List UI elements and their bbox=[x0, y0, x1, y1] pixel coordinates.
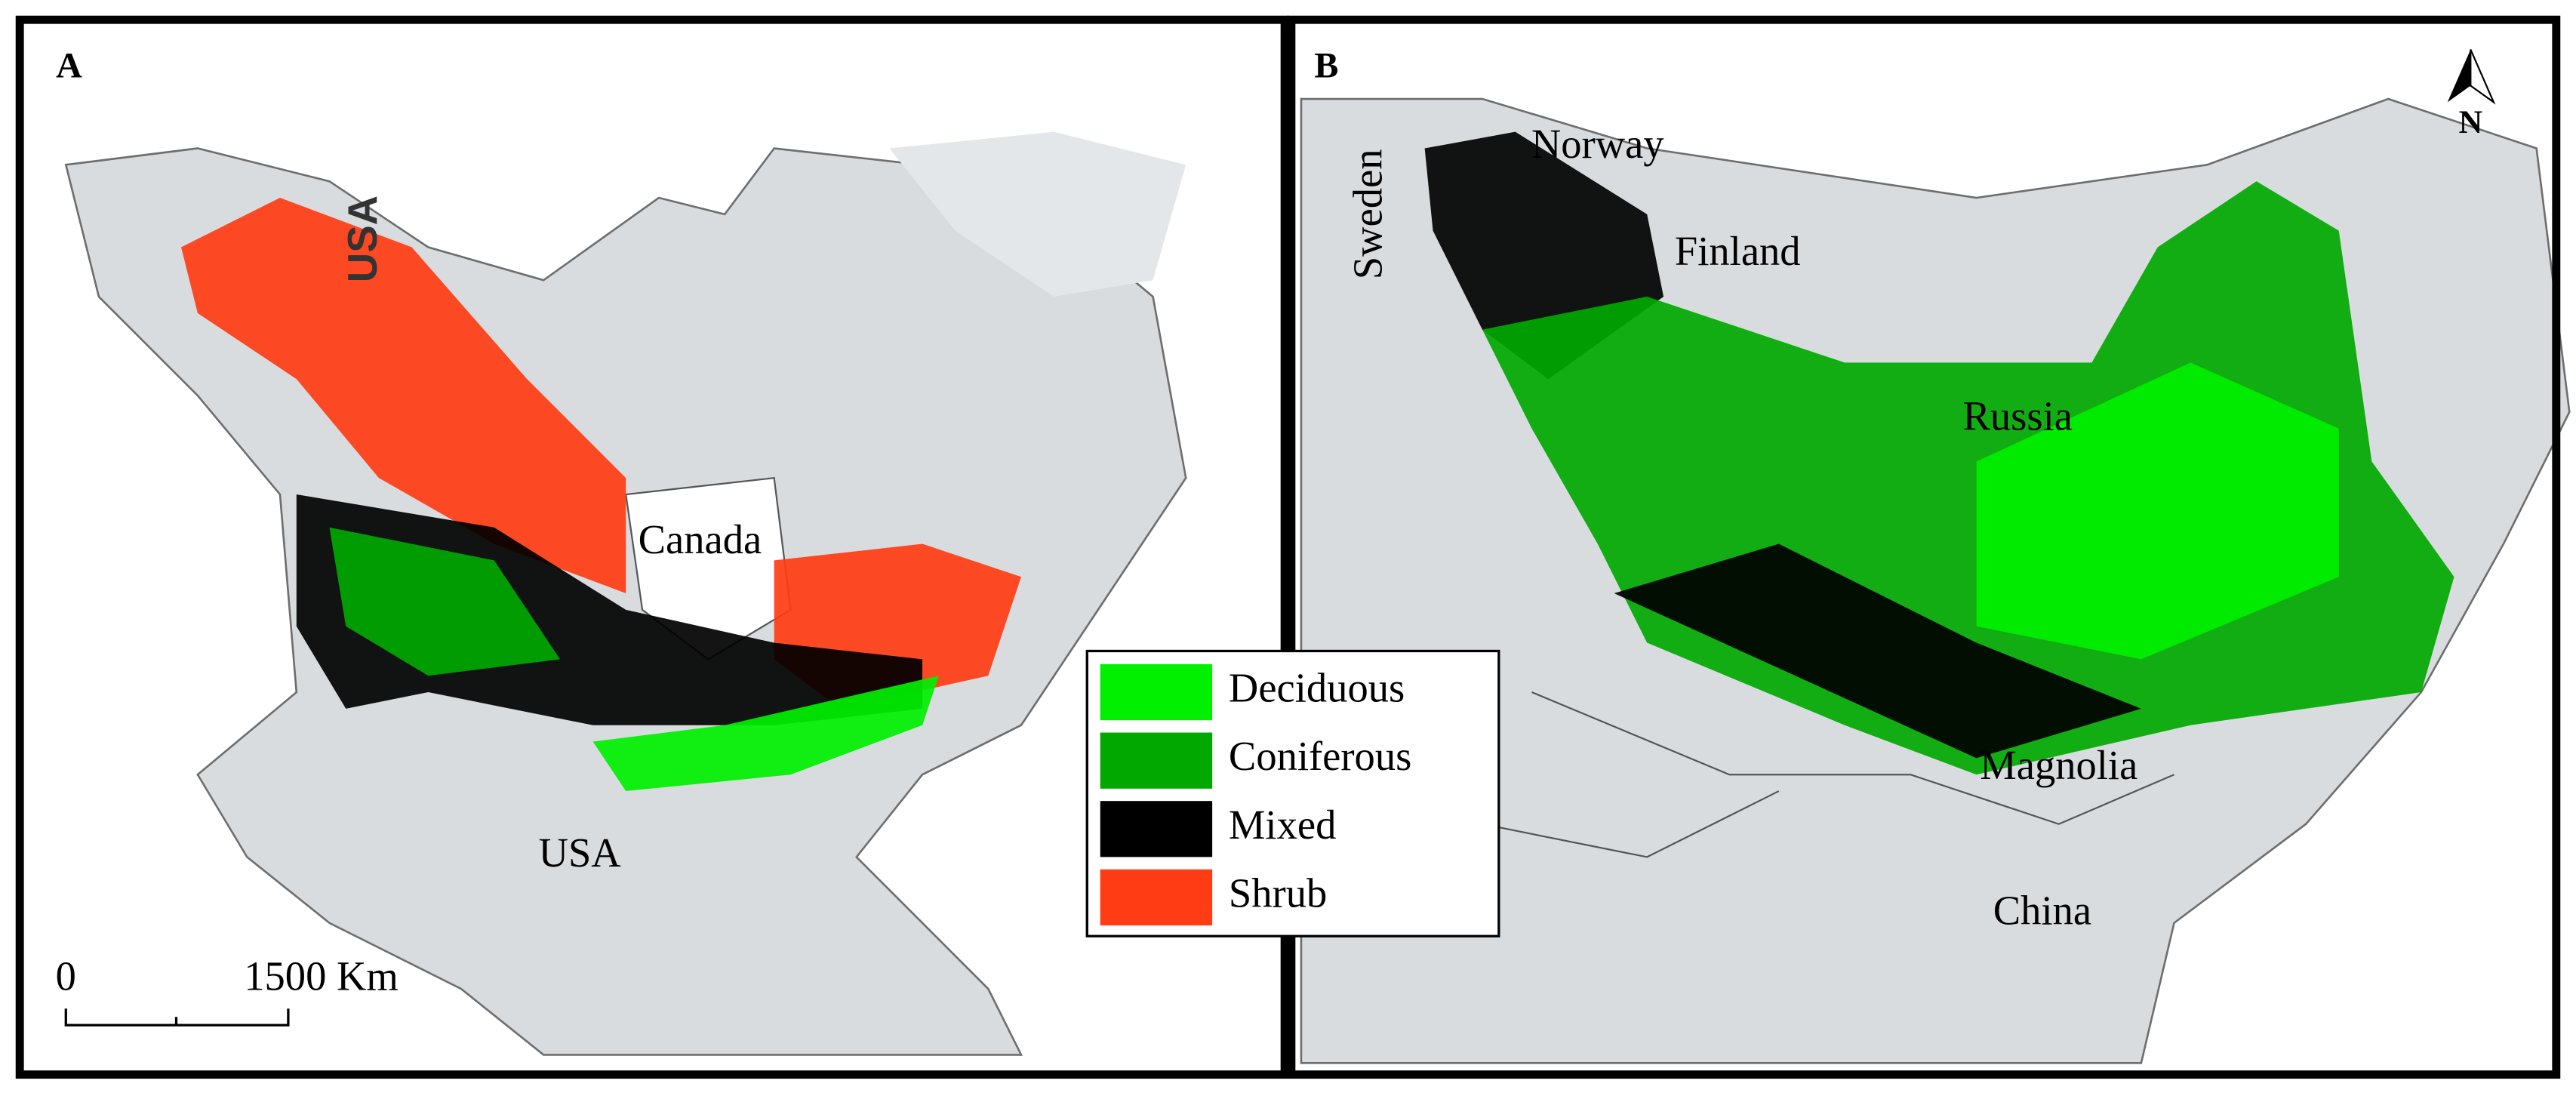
place-label: Sweden bbox=[1344, 149, 1390, 279]
place-label: Norway bbox=[1531, 121, 1664, 167]
scale-label: 0 bbox=[56, 953, 76, 999]
legend-swatch bbox=[1100, 732, 1213, 789]
arrow-left bbox=[2447, 49, 2471, 103]
hudson-bay bbox=[625, 476, 792, 660]
coniferous-patch bbox=[329, 527, 560, 676]
arrow-right bbox=[2470, 49, 2496, 105]
shrub-patch bbox=[181, 198, 626, 594]
north-arrow: N bbox=[2447, 49, 2496, 140]
place-label: Finland bbox=[1675, 228, 1801, 274]
legend-label: Coniferous bbox=[1229, 733, 1411, 779]
panel-frame bbox=[15, 15, 1289, 1079]
panel-b: B Norway Finland Sweden Russia Magnolia … bbox=[1300, 46, 2571, 1064]
legend: Deciduous Coniferous Mixed Shrub bbox=[1085, 649, 1500, 937]
scale-bar: 0 1500 Km bbox=[56, 953, 399, 1027]
scale-line bbox=[64, 1008, 290, 1027]
north-label: N bbox=[2459, 104, 2483, 140]
place-label: Canada bbox=[639, 516, 762, 562]
panel-frame bbox=[1287, 15, 2561, 1079]
panel-label: B bbox=[1314, 46, 1338, 86]
greenland bbox=[889, 131, 1186, 297]
place-label: China bbox=[1993, 887, 2091, 933]
deciduous-patch bbox=[592, 676, 939, 792]
legend-label: Mixed bbox=[1229, 802, 1336, 848]
border-line bbox=[1482, 691, 2174, 858]
legend-swatch bbox=[1100, 801, 1213, 857]
panel-label: A bbox=[56, 46, 82, 86]
deciduous-patch bbox=[1976, 362, 2339, 660]
scale-label: 1500 Km bbox=[244, 953, 399, 999]
panel-a: A USA Canada USA 0 1500 Km bbox=[56, 46, 1187, 1056]
legend-swatch bbox=[1100, 663, 1213, 721]
mixed-patch bbox=[1614, 543, 2141, 759]
place-label: USA bbox=[539, 830, 621, 876]
place-label: USA bbox=[340, 195, 386, 282]
place-label: Magnolia bbox=[1980, 742, 2137, 788]
legend-swatch bbox=[1100, 869, 1213, 926]
legend-label: Deciduous bbox=[1229, 665, 1405, 711]
place-label: Russia bbox=[1962, 393, 2072, 439]
legend-label: Shrub bbox=[1229, 870, 1327, 916]
